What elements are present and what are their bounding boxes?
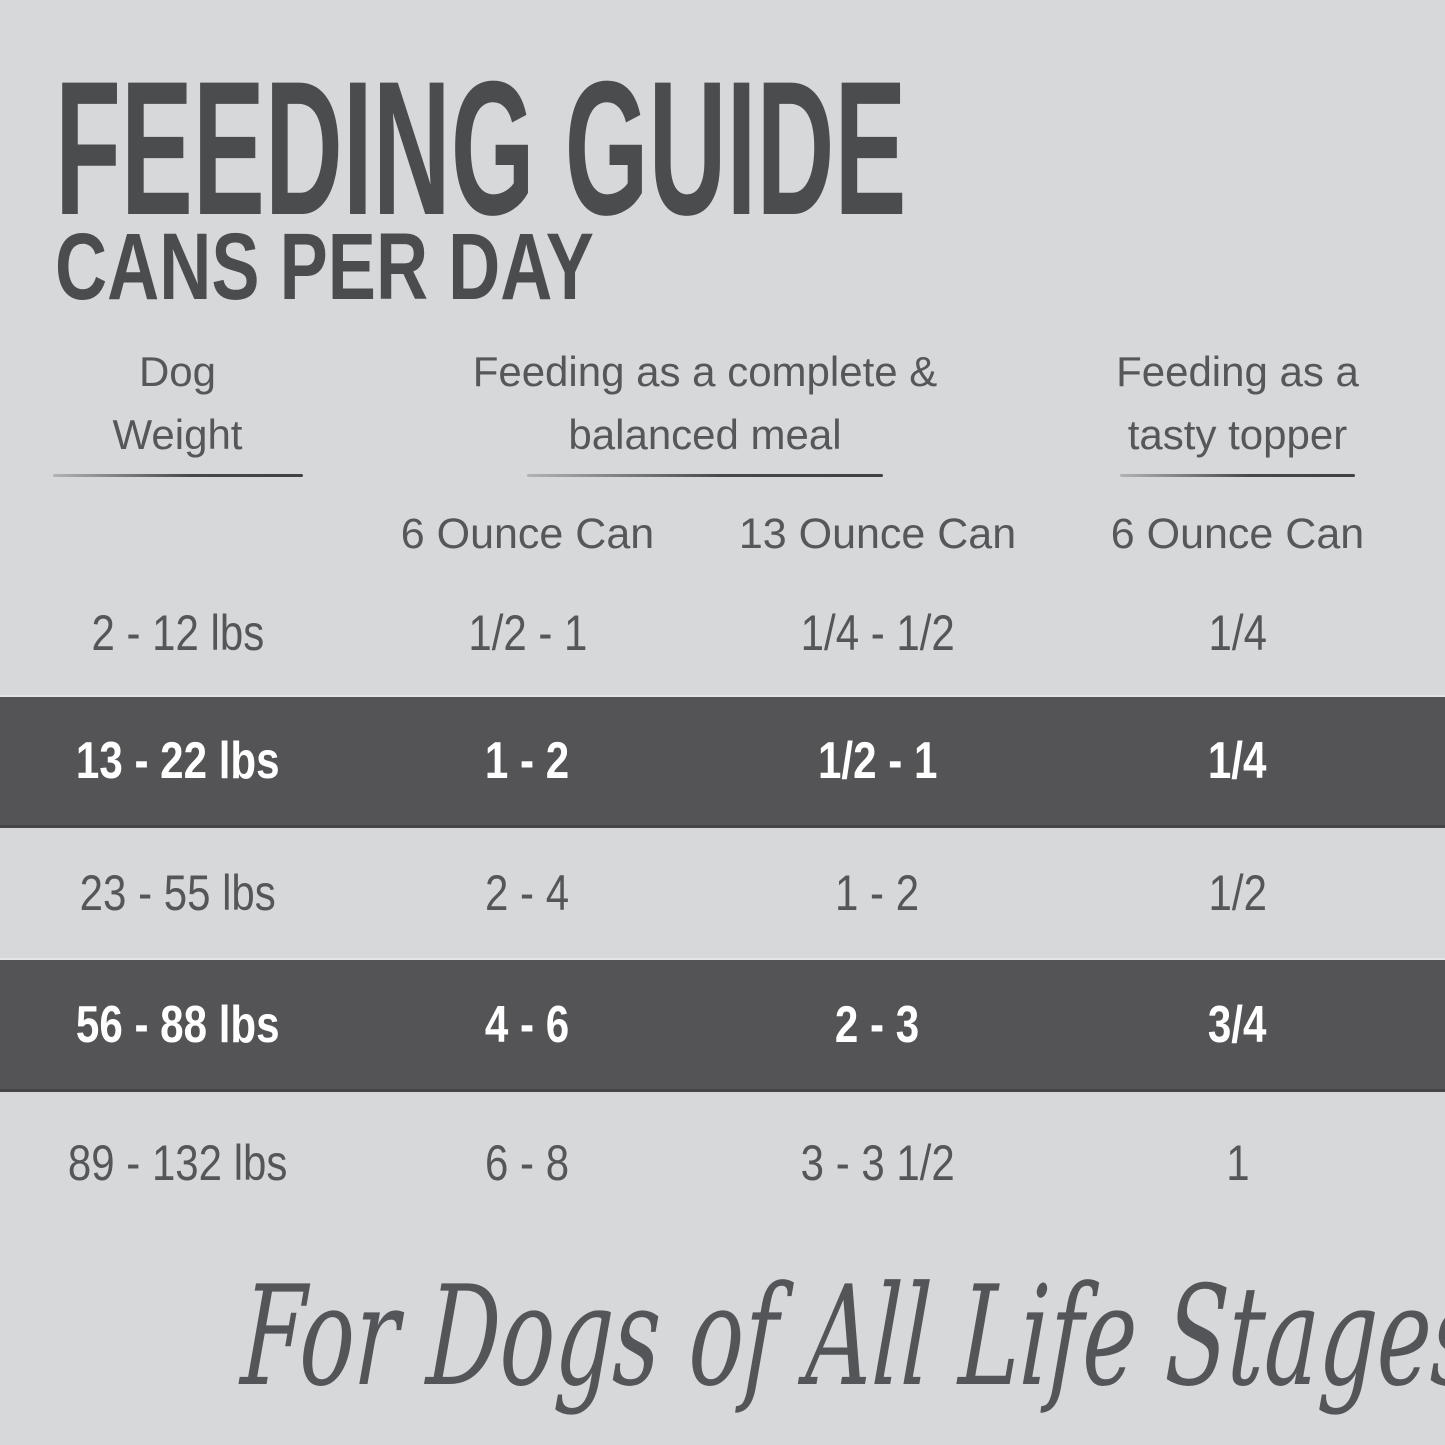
cell-meal-13oz: 3 - 3 1/2 (800, 1135, 955, 1191)
cell-meal-6oz: 6 - 8 (485, 1135, 570, 1191)
cell-meal-13oz: 2 - 3 (835, 995, 920, 1054)
cell-meal-6oz: 4 - 6 (485, 995, 570, 1054)
cell-topper-6oz: 1/2 (1208, 865, 1267, 921)
table-header-row: Dog Weight Feeding as a complete & balan… (0, 340, 1445, 477)
page-title: FEEDING GUIDE (55, 42, 907, 255)
life-stages-tagline: For Dogs of All Life Stages (238, 1256, 1445, 1417)
cell-topper-6oz: 1/4 (1208, 732, 1267, 790)
col-header-tasty-topper-line1: Feeding as a (1116, 348, 1359, 395)
cell-dog-weight: 2 - 12 lbs (91, 604, 264, 661)
table-row: 89 - 132 lbs 6 - 8 3 - 3 1/2 1 (0, 1092, 1445, 1234)
cell-topper-6oz: 3/4 (1208, 995, 1267, 1054)
cell-dog-weight: 13 - 22 lbs (75, 732, 280, 790)
table-row: 23 - 55 lbs 2 - 4 1 - 2 1/2 (0, 828, 1445, 958)
subheader-meal-13oz-can: 13 Ounce Can (738, 510, 1017, 558)
cell-meal-6oz: 1/2 - 1 (467, 604, 588, 661)
cell-topper-6oz: 1 (1225, 1135, 1250, 1191)
cell-dog-weight: 56 - 88 lbs (75, 995, 280, 1054)
table-row-highlighted: 13 - 22 lbs 1 - 2 1/2 - 1 1/4 (0, 695, 1445, 828)
cell-dog-weight: 89 - 132 lbs (67, 1135, 288, 1191)
cell-topper-6oz: 1/4 (1208, 604, 1267, 661)
table-row: 2 - 12 lbs 1/2 - 1 1/4 - 1/2 1/4 (0, 570, 1445, 695)
cell-meal-13oz: 1 - 2 (835, 865, 920, 921)
col-header-tasty-topper: Feeding as a tasty topper (1055, 340, 1420, 477)
table-subheader-row: 6 Ounce Can 13 Ounce Can 6 Ounce Can (0, 506, 1445, 562)
cell-meal-13oz: 1/2 - 1 (817, 732, 938, 790)
col-header-dog-weight-line2: Weight (112, 411, 243, 458)
header-underline (527, 474, 883, 477)
cell-dog-weight: 23 - 55 lbs (79, 865, 276, 921)
cell-meal-6oz: 1 - 2 (485, 732, 570, 790)
cell-meal-6oz: 2 - 4 (485, 865, 570, 921)
col-header-dog-weight-line1: Dog (138, 348, 217, 395)
header-underline (1120, 474, 1355, 477)
subheader-meal-6oz-can: 6 Ounce Can (400, 510, 655, 558)
page-subtitle: CANS PER DAY (55, 214, 594, 320)
col-header-complete-meal-line1: Feeding as a complete & (472, 348, 938, 395)
col-header-dog-weight: Dog Weight (0, 340, 355, 477)
col-header-complete-meal: Feeding as a complete & balanced meal (355, 340, 1055, 477)
cell-meal-13oz: 1/4 - 1/2 (800, 604, 955, 661)
header-underline (52, 474, 303, 477)
col-header-tasty-topper-line2: tasty topper (1127, 411, 1348, 458)
col-header-complete-meal-line2: balanced meal (568, 411, 842, 458)
subheader-topper-6oz-can: 6 Ounce Can (1110, 510, 1365, 558)
table-row-highlighted: 56 - 88 lbs 4 - 6 2 - 3 3/4 (0, 958, 1445, 1092)
subheader-spacer (0, 506, 355, 562)
